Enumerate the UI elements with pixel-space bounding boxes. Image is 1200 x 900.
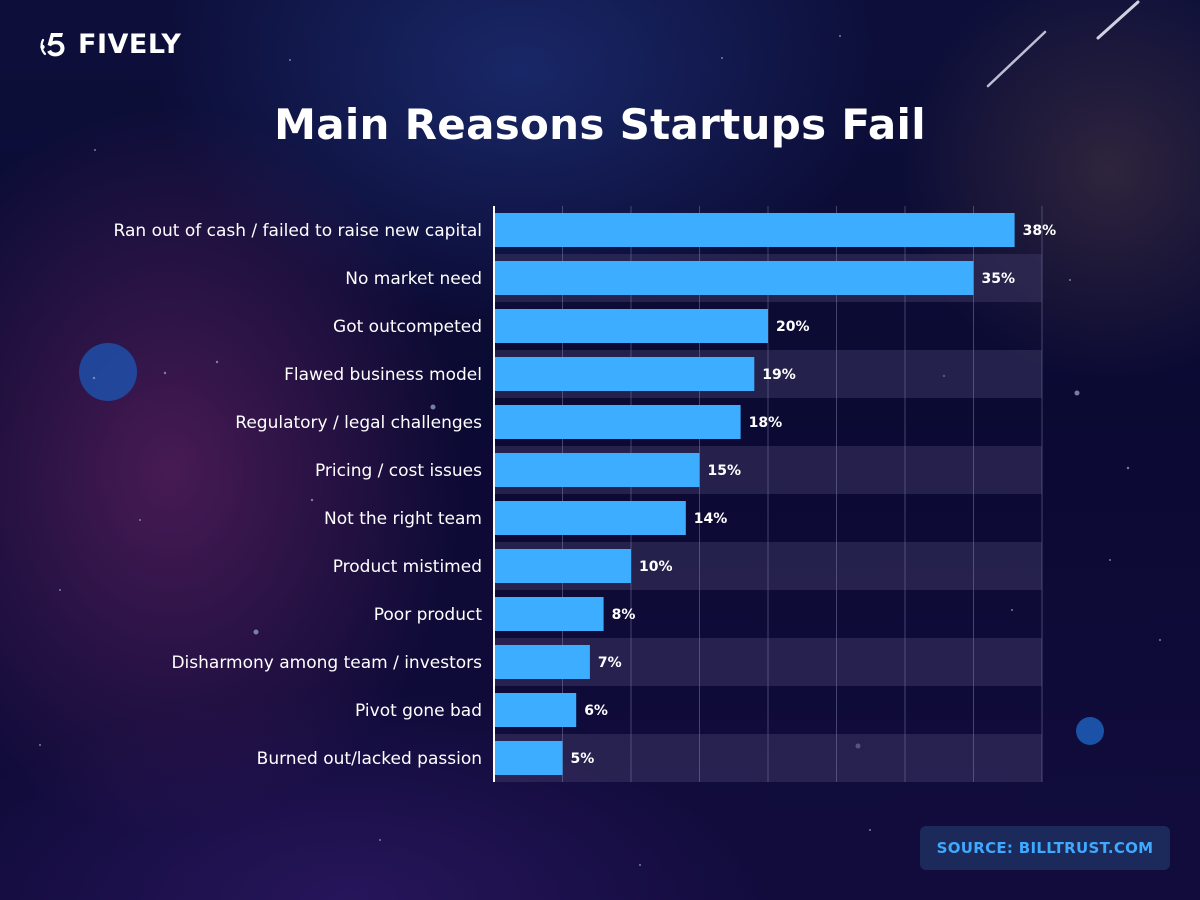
bar <box>494 213 1015 247</box>
bar <box>494 741 563 775</box>
category-label: Disharmony among team / investors <box>171 653 482 673</box>
gridlines <box>562 206 1043 782</box>
value-label: 18% <box>749 415 783 431</box>
category-label: Pivot gone bad <box>355 701 482 721</box>
category-label: Not the right team <box>324 509 482 529</box>
value-label: 6% <box>584 703 608 719</box>
bar <box>494 261 974 295</box>
category-label: Pricing / cost issues <box>315 461 482 481</box>
category-label: Got outcompeted <box>333 317 482 337</box>
bar <box>494 693 577 727</box>
bar <box>494 501 686 535</box>
brand-name: FIVELY <box>78 28 182 60</box>
bar <box>494 309 768 343</box>
category-label: Product mistimed <box>333 557 482 577</box>
value-label: 7% <box>598 655 622 671</box>
fively-five-logo-icon <box>40 33 65 57</box>
value-label: 19% <box>762 367 796 383</box>
value-label: 14% <box>694 511 728 527</box>
value-label: 5% <box>571 751 595 767</box>
source-badge[interactable]: SOURCE: BILLTRUST.COM <box>920 826 1170 870</box>
value-label: 10% <box>639 559 673 575</box>
bar <box>494 405 741 439</box>
category-label: Flawed business model <box>284 365 482 385</box>
category-label: Burned out/lacked passion <box>257 749 482 769</box>
chart-title: Main Reasons Startups Fail <box>274 100 926 149</box>
value-label: 20% <box>776 319 810 335</box>
category-label: Regulatory / legal challenges <box>235 413 482 433</box>
bar <box>494 549 631 583</box>
bars <box>494 213 1015 775</box>
bar <box>494 645 590 679</box>
brand-logo[interactable]: FIVELY <box>38 28 181 60</box>
category-labels: Ran out of cash / failed to raise new ca… <box>114 221 483 769</box>
value-label: 38% <box>1023 223 1057 239</box>
category-label: Poor product <box>374 605 483 625</box>
category-label: No market need <box>345 269 482 289</box>
category-label: Ran out of cash / failed to raise new ca… <box>114 221 482 241</box>
bar <box>494 453 700 487</box>
value-label: 35% <box>982 271 1016 287</box>
bar <box>494 357 755 391</box>
bar <box>494 597 604 631</box>
value-labels: 38% 35% 20% 19% 18% 15% 14% 10% 8% 7% 6% 5% <box>571 223 1057 767</box>
value-label: 15% <box>708 463 742 479</box>
value-label: 8% <box>612 607 636 623</box>
